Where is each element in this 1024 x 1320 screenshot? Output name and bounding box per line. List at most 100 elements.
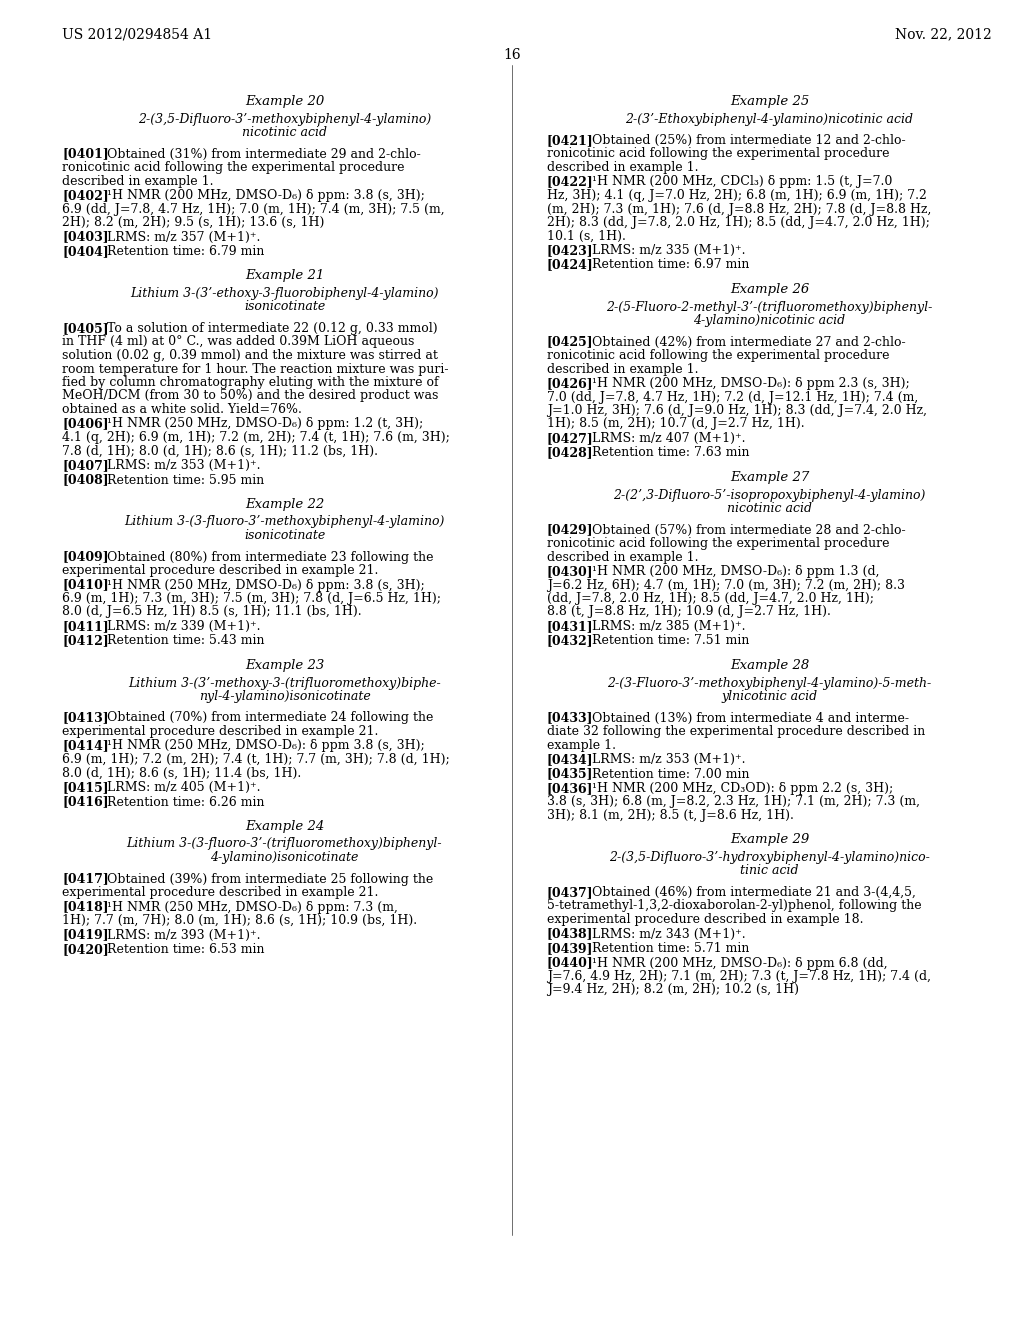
Text: ¹H NMR (250 MHz, DMSO-D₆) δ ppm: 7.3 (m,: ¹H NMR (250 MHz, DMSO-D₆) δ ppm: 7.3 (m, <box>108 900 398 913</box>
Text: [0436]: [0436] <box>547 781 594 795</box>
Text: ¹H NMR (200 MHz, DMSO-D₆) δ ppm: 3.8 (s, 3H);: ¹H NMR (200 MHz, DMSO-D₆) δ ppm: 3.8 (s,… <box>108 189 425 202</box>
Text: 6.9 (m, 1H); 7.3 (m, 3H); 7.5 (m, 3H); 7.8 (d, J=6.5 Hz, 1H);: 6.9 (m, 1H); 7.3 (m, 3H); 7.5 (m, 3H); 7… <box>62 591 441 605</box>
Text: (m, 2H); 7.3 (m, 1H); 7.6 (d, J=8.8 Hz, 2H); 7.8 (d, J=8.8 Hz,: (m, 2H); 7.3 (m, 1H); 7.6 (d, J=8.8 Hz, … <box>547 202 932 215</box>
Text: LRMS: m/z 343 (M+1)⁺.: LRMS: m/z 343 (M+1)⁺. <box>592 928 745 940</box>
Text: [0429]: [0429] <box>547 524 594 536</box>
Text: [0419]: [0419] <box>62 928 109 941</box>
Text: Obtained (80%) from intermediate 23 following the: Obtained (80%) from intermediate 23 foll… <box>108 550 434 564</box>
Text: 7.8 (d, 1H); 8.0 (d, 1H); 8.6 (s, 1H); 11.2 (bs, 1H).: 7.8 (d, 1H); 8.0 (d, 1H); 8.6 (s, 1H); 1… <box>62 445 378 458</box>
Text: ronicotinic acid following the experimental procedure: ronicotinic acid following the experimen… <box>547 348 890 362</box>
Text: [0415]: [0415] <box>62 781 109 795</box>
Text: ¹H NMR (200 MHz, DMSO-D₆): δ ppm 1.3 (d,: ¹H NMR (200 MHz, DMSO-D₆): δ ppm 1.3 (d, <box>592 565 880 578</box>
Text: [0406]: [0406] <box>62 417 109 430</box>
Text: [0423]: [0423] <box>547 244 594 257</box>
Text: Example 20: Example 20 <box>245 95 325 108</box>
Text: [0424]: [0424] <box>547 259 594 272</box>
Text: Example 27: Example 27 <box>730 471 809 484</box>
Text: ylnicotinic acid: ylnicotinic acid <box>722 690 817 704</box>
Text: [0401]: [0401] <box>62 148 109 161</box>
Text: LRMS: m/z 335 (M+1)⁺.: LRMS: m/z 335 (M+1)⁺. <box>592 244 745 257</box>
Text: 4-ylamino)isonicotinate: 4-ylamino)isonicotinate <box>210 851 358 865</box>
Text: [0402]: [0402] <box>62 189 109 202</box>
Text: ¹H NMR (200 MHz, DMSO-D₆): δ ppm 2.3 (s, 3H);: ¹H NMR (200 MHz, DMSO-D₆): δ ppm 2.3 (s,… <box>592 378 910 389</box>
Text: Obtained (39%) from intermediate 25 following the: Obtained (39%) from intermediate 25 foll… <box>108 873 433 886</box>
Text: 2-(3-Fluoro-3’-methoxybiphenyl-4-ylamino)-5-meth-: 2-(3-Fluoro-3’-methoxybiphenyl-4-ylamino… <box>607 676 932 689</box>
Text: 8.8 (t, J=8.8 Hz, 1H); 10.9 (d, J=2.7 Hz, 1H).: 8.8 (t, J=8.8 Hz, 1H); 10.9 (d, J=2.7 Hz… <box>547 606 830 619</box>
Text: Lithium 3-(3’-methoxy-3-(trifluoromethoxy)biphe-: Lithium 3-(3’-methoxy-3-(trifluoromethox… <box>128 676 441 689</box>
Text: US 2012/0294854 A1: US 2012/0294854 A1 <box>62 26 212 41</box>
Text: 2-(3’-Ethoxybiphenyl-4-ylamino)nicotinic acid: 2-(3’-Ethoxybiphenyl-4-ylamino)nicotinic… <box>626 112 913 125</box>
Text: (dd, J=7.8, 2.0 Hz, 1H); 8.5 (dd, J=4.7, 2.0 Hz, 1H);: (dd, J=7.8, 2.0 Hz, 1H); 8.5 (dd, J=4.7,… <box>547 591 874 605</box>
Text: [0434]: [0434] <box>547 752 594 766</box>
Text: described in example 1.: described in example 1. <box>547 550 698 564</box>
Text: ¹H NMR (200 MHz, CD₃OD): δ ppm 2.2 (s, 3H);: ¹H NMR (200 MHz, CD₃OD): δ ppm 2.2 (s, 3… <box>592 781 894 795</box>
Text: [0414]: [0414] <box>62 739 109 752</box>
Text: ¹H NMR (250 MHz, DMSO-D₆): δ ppm 3.8 (s, 3H);: ¹H NMR (250 MHz, DMSO-D₆): δ ppm 3.8 (s,… <box>108 739 425 752</box>
Text: [0405]: [0405] <box>62 322 109 335</box>
Text: [0439]: [0439] <box>547 942 594 954</box>
Text: obtained as a white solid. Yield=76%.: obtained as a white solid. Yield=76%. <box>62 403 302 416</box>
Text: Example 28: Example 28 <box>730 659 809 672</box>
Text: 2-(2’,3-Difluoro-5’-isopropoxybiphenyl-4-ylamino): 2-(2’,3-Difluoro-5’-isopropoxybiphenyl-4… <box>613 488 926 502</box>
Text: experimental procedure described in example 21.: experimental procedure described in exam… <box>62 725 379 738</box>
Text: fied by column chromatography eluting with the mixture of: fied by column chromatography eluting wi… <box>62 376 438 389</box>
Text: ¹H NMR (250 MHz, DMSO-D₆) δ ppm: 1.2 (t, 3H);: ¹H NMR (250 MHz, DMSO-D₆) δ ppm: 1.2 (t,… <box>108 417 424 430</box>
Text: LRMS: m/z 407 (M+1)⁺.: LRMS: m/z 407 (M+1)⁺. <box>592 432 745 445</box>
Text: [0426]: [0426] <box>547 378 594 389</box>
Text: Retention time: 6.53 min: Retention time: 6.53 min <box>108 942 264 956</box>
Text: in THF (4 ml) at 0° C., was added 0.39M LiOH aqueous: in THF (4 ml) at 0° C., was added 0.39M … <box>62 335 415 348</box>
Text: Example 26: Example 26 <box>730 282 809 296</box>
Text: [0410]: [0410] <box>62 578 109 591</box>
Text: Retention time: 6.79 min: Retention time: 6.79 min <box>108 246 264 257</box>
Text: 8.0 (d, 1H); 8.6 (s, 1H); 11.4 (bs, 1H).: 8.0 (d, 1H); 8.6 (s, 1H); 11.4 (bs, 1H). <box>62 767 301 780</box>
Text: [0409]: [0409] <box>62 550 109 564</box>
Text: [0438]: [0438] <box>547 928 594 940</box>
Text: [0431]: [0431] <box>547 620 594 634</box>
Text: 7.0 (dd, J=7.8, 4.7 Hz, 1H); 7.2 (d, J=12.1 Hz, 1H); 7.4 (m,: 7.0 (dd, J=7.8, 4.7 Hz, 1H); 7.2 (d, J=1… <box>547 391 919 404</box>
Text: 10.1 (s, 1H).: 10.1 (s, 1H). <box>547 230 626 243</box>
Text: J=1.0 Hz, 3H); 7.6 (d, J=9.0 Hz, 1H); 8.3 (dd, J=7.4, 2.0 Hz,: J=1.0 Hz, 3H); 7.6 (d, J=9.0 Hz, 1H); 8.… <box>547 404 927 417</box>
Text: 6.9 (m, 1H); 7.2 (m, 2H); 7.4 (t, 1H); 7.7 (m, 3H); 7.8 (d, 1H);: 6.9 (m, 1H); 7.2 (m, 2H); 7.4 (t, 1H); 7… <box>62 752 450 766</box>
Text: 2H); 8.2 (m, 2H); 9.5 (s, 1H); 13.6 (s, 1H): 2H); 8.2 (m, 2H); 9.5 (s, 1H); 13.6 (s, … <box>62 216 325 228</box>
Text: Example 29: Example 29 <box>730 833 809 846</box>
Text: example 1.: example 1. <box>547 738 616 751</box>
Text: experimental procedure described in example 18.: experimental procedure described in exam… <box>547 913 863 927</box>
Text: [0422]: [0422] <box>547 176 594 189</box>
Text: Example 23: Example 23 <box>245 659 325 672</box>
Text: 3H); 8.1 (m, 2H); 8.5 (t, J=8.6 Hz, 1H).: 3H); 8.1 (m, 2H); 8.5 (t, J=8.6 Hz, 1H). <box>547 809 794 822</box>
Text: [0416]: [0416] <box>62 796 109 808</box>
Text: [0418]: [0418] <box>62 900 109 913</box>
Text: described in example 1.: described in example 1. <box>547 363 698 375</box>
Text: Obtained (13%) from intermediate 4 and interme-: Obtained (13%) from intermediate 4 and i… <box>592 711 909 725</box>
Text: diate 32 following the experimental procedure described in: diate 32 following the experimental proc… <box>547 725 926 738</box>
Text: LRMS: m/z 385 (M+1)⁺.: LRMS: m/z 385 (M+1)⁺. <box>592 620 745 634</box>
Text: ¹H NMR (200 MHz, CDCl₃) δ ppm: 1.5 (t, J=7.0: ¹H NMR (200 MHz, CDCl₃) δ ppm: 1.5 (t, J… <box>592 176 893 189</box>
Text: tinic acid: tinic acid <box>740 865 799 878</box>
Text: [0411]: [0411] <box>62 620 109 634</box>
Text: [0412]: [0412] <box>62 635 109 648</box>
Text: Example 21: Example 21 <box>245 269 325 282</box>
Text: isonicotinate: isonicotinate <box>244 529 326 543</box>
Text: Retention time: 5.43 min: Retention time: 5.43 min <box>108 635 264 648</box>
Text: LRMS: m/z 339 (M+1)⁺.: LRMS: m/z 339 (M+1)⁺. <box>108 620 261 634</box>
Text: [0435]: [0435] <box>547 767 594 780</box>
Text: Obtained (42%) from intermediate 27 and 2-chlo-: Obtained (42%) from intermediate 27 and … <box>592 335 906 348</box>
Text: [0420]: [0420] <box>62 942 109 956</box>
Text: Lithium 3-(3-fluoro-3’-(trifluoromethoxy)biphenyl-: Lithium 3-(3-fluoro-3’-(trifluoromethoxy… <box>127 837 442 850</box>
Text: 3.8 (s, 3H); 6.8 (m, J=8.2, 2.3 Hz, 1H); 7.1 (m, 2H); 7.3 (m,: 3.8 (s, 3H); 6.8 (m, J=8.2, 2.3 Hz, 1H);… <box>547 796 920 808</box>
Text: [0407]: [0407] <box>62 459 109 473</box>
Text: 4.1 (q, 2H); 6.9 (m, 1H); 7.2 (m, 2H); 7.4 (t, 1H); 7.6 (m, 3H);: 4.1 (q, 2H); 6.9 (m, 1H); 7.2 (m, 2H); 7… <box>62 432 450 444</box>
Text: Obtained (31%) from intermediate 29 and 2-chlo-: Obtained (31%) from intermediate 29 and … <box>108 148 421 161</box>
Text: Obtained (46%) from intermediate 21 and 3-(4,4,5,: Obtained (46%) from intermediate 21 and … <box>592 886 916 899</box>
Text: 1H); 7.7 (m, 7H); 8.0 (m, 1H); 8.6 (s, 1H); 10.9 (bs, 1H).: 1H); 7.7 (m, 7H); 8.0 (m, 1H); 8.6 (s, 1… <box>62 913 417 927</box>
Text: Obtained (70%) from intermediate 24 following the: Obtained (70%) from intermediate 24 foll… <box>108 711 433 725</box>
Text: experimental procedure described in example 21.: experimental procedure described in exam… <box>62 564 379 577</box>
Text: described in example 1.: described in example 1. <box>547 161 698 174</box>
Text: Retention time: 5.95 min: Retention time: 5.95 min <box>108 474 264 487</box>
Text: ¹H NMR (200 MHz, DMSO-D₆): δ ppm 6.8 (dd,: ¹H NMR (200 MHz, DMSO-D₆): δ ppm 6.8 (dd… <box>592 957 888 969</box>
Text: Retention time: 7.51 min: Retention time: 7.51 min <box>592 635 750 648</box>
Text: LRMS: m/z 357 (M+1)⁺.: LRMS: m/z 357 (M+1)⁺. <box>108 231 260 243</box>
Text: [0403]: [0403] <box>62 231 109 243</box>
Text: MeOH/DCM (from 30 to 50%) and the desired product was: MeOH/DCM (from 30 to 50%) and the desire… <box>62 389 438 403</box>
Text: Retention time: 5.71 min: Retention time: 5.71 min <box>592 942 750 954</box>
